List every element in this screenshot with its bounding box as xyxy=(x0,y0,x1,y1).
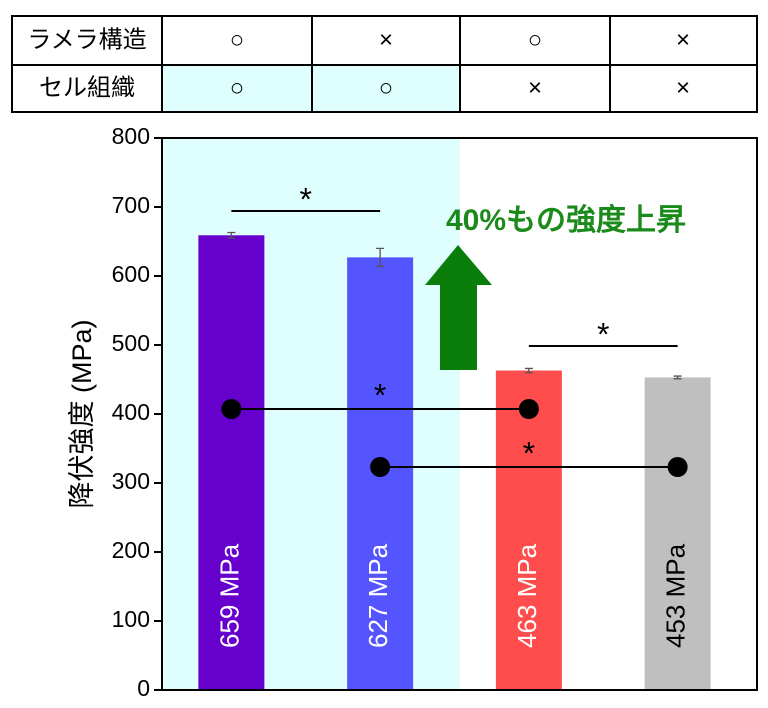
error-bar xyxy=(227,231,236,239)
bar xyxy=(198,235,265,691)
table-cell: × xyxy=(379,26,393,53)
error-bar xyxy=(376,247,385,267)
table-cell: ○ xyxy=(230,74,245,101)
table-cell: ○ xyxy=(230,26,245,53)
y-tick-label: 100 xyxy=(112,606,150,632)
bar xyxy=(495,370,562,690)
annotation: 40%もの強度上昇 xyxy=(446,204,686,237)
plot-frame xyxy=(161,137,758,691)
y-tick-label: 400 xyxy=(112,399,150,425)
table xyxy=(11,15,758,113)
table-cell: × xyxy=(676,26,690,53)
y-tick-label: 500 xyxy=(112,330,150,356)
y-axis-label: 降伏強度 (MPa) xyxy=(67,320,97,509)
y-tick-label: 0 xyxy=(137,675,150,701)
y-tick-label: 300 xyxy=(112,468,150,494)
y-tick-label: 700 xyxy=(112,192,150,218)
significance-mark: * xyxy=(374,377,386,413)
row-header: セル組織 xyxy=(39,74,135,101)
table-cell: ○ xyxy=(528,26,543,53)
value-label: 659 MPa xyxy=(214,543,244,648)
y-tick-label: 800 xyxy=(112,123,150,149)
connector-dot xyxy=(518,399,539,419)
table-cell: × xyxy=(528,74,542,101)
increase-arrow xyxy=(425,245,492,370)
value-label: 463 MPa xyxy=(512,543,542,648)
y-tick-label: 200 xyxy=(112,537,150,563)
table-cell: × xyxy=(676,74,690,101)
y-tick-label: 600 xyxy=(112,261,150,287)
value-label: 453 MPa xyxy=(661,543,691,648)
connector-dot xyxy=(221,399,242,419)
significance-mark: * xyxy=(597,316,609,352)
error-bar xyxy=(673,375,682,380)
value-label: 627 MPa xyxy=(363,543,393,648)
bar xyxy=(644,377,711,690)
connector-dot xyxy=(667,457,688,477)
significance-mark: * xyxy=(300,181,312,217)
connector-dot xyxy=(370,457,391,477)
significance-mark: * xyxy=(523,435,535,471)
error-bar xyxy=(524,367,533,374)
table-cell: ○ xyxy=(379,74,394,101)
row-header: ラメラ構造 xyxy=(27,26,146,53)
